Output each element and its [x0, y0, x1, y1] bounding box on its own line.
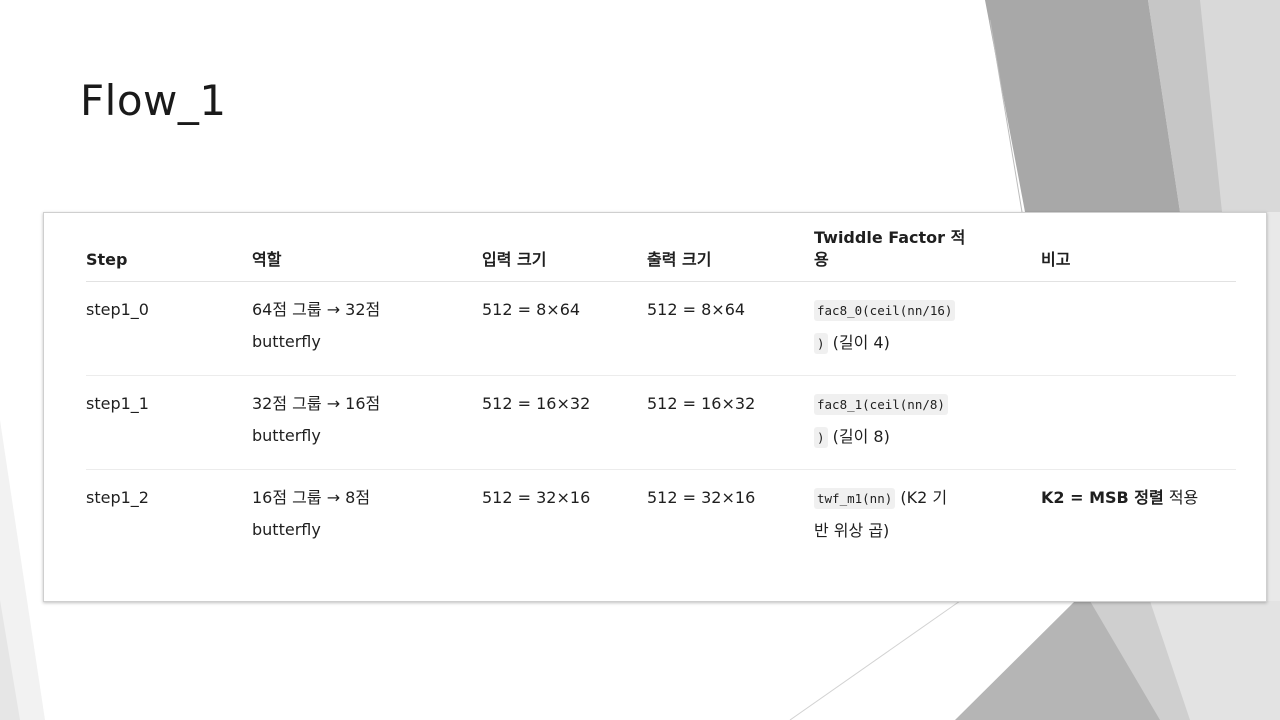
twiddle-code: fac8_0(ceil(nn/16): [814, 300, 956, 321]
twiddle-code-cont: ): [814, 333, 828, 354]
twiddle-desc-line2: 반 위상 곱): [814, 521, 890, 540]
cell-role: 64점 그룹 → 32점 butterfly: [252, 281, 482, 376]
cell-note: K2 = MSB 정렬 적용: [1041, 470, 1236, 563]
deco-shape-dark: [985, 0, 1180, 212]
deco-shape-strip: [1200, 0, 1280, 212]
cell-input-size: 512 = 32×16: [482, 488, 591, 507]
cell-step: step1_1: [86, 375, 252, 470]
cell-role-line2: butterfly: [252, 520, 321, 539]
slide-title: Flow_1: [80, 76, 227, 125]
table-row: step1_1 32점 그룹 → 16점 butterfly 512 = 16×3…: [86, 375, 1236, 470]
twiddle-length: (길이 8): [827, 427, 890, 446]
deco-line-top: [989, 19, 1023, 213]
twiddle-code: twf_m1(nn): [814, 488, 896, 509]
twiddle-desc-line1: (K2 기: [895, 488, 948, 507]
cell-role-line1: 16점 그룹 → 8점: [252, 488, 371, 507]
cell-twiddle: fac8_0(ceil(nn/16)) (길이 4): [814, 281, 1041, 376]
cell-twiddle: fac8_1(ceil(nn/8)) (길이 8): [814, 375, 1041, 470]
header-step: Step: [86, 227, 252, 282]
cell-note: [1041, 281, 1236, 376]
cell-step: step1_0: [86, 281, 252, 376]
cell-role: 32점 그룹 → 16점 butterfly: [252, 375, 482, 470]
cell-note: [1041, 375, 1236, 470]
twiddle-code: fac8_1(ceil(nn/8): [814, 394, 948, 415]
cell-input-size: 512 = 16×32: [482, 375, 647, 470]
header-role: 역할: [252, 227, 482, 282]
cell-role-line1: 32점 그룹 → 16점: [252, 394, 381, 413]
cell-output-size: 512 = 32×16: [647, 488, 756, 507]
header-twiddle-line1: Twiddle Factor 적: [814, 228, 966, 247]
table-row: step1_0 64점 그룹 → 32점 butterfly 512 = 8×64…: [86, 281, 1236, 376]
header-note: 비고: [1041, 227, 1236, 282]
header-input-size: 입력 크기: [482, 227, 647, 282]
deco-shape-left-bottom: [0, 600, 20, 720]
cell-input-size: 512 = 8×64: [482, 281, 647, 376]
table-row: step1_2 16점 그룹 → 8점 butterfly 512 = 32×16…: [86, 470, 1236, 563]
cell-role-line2: butterfly: [252, 332, 321, 351]
deco-line-bottom: [789, 600, 961, 720]
note-text: 적용: [1163, 488, 1199, 507]
deco-shape-left-top: [0, 420, 45, 720]
twiddle-code-cont: ): [814, 427, 828, 448]
cell-role: 16점 그룹 → 8점 butterfly: [252, 470, 482, 563]
cell-role-line2: butterfly: [252, 426, 321, 445]
cell-output-size: 512 = 16×32: [647, 375, 814, 470]
cell-role-line1: 64점 그룹 → 32점: [252, 300, 381, 319]
cell-output-size: 512 = 8×64: [647, 281, 814, 376]
twiddle-length: (길이 4): [827, 333, 890, 352]
note-bold: K2 = MSB 정렬: [1041, 488, 1164, 507]
cell-step: step1_2: [86, 488, 149, 507]
deco-shape-bottom-light: [1150, 601, 1280, 720]
header-twiddle-line2: 용: [814, 250, 829, 269]
header-output-size: 출력 크기: [647, 227, 814, 282]
